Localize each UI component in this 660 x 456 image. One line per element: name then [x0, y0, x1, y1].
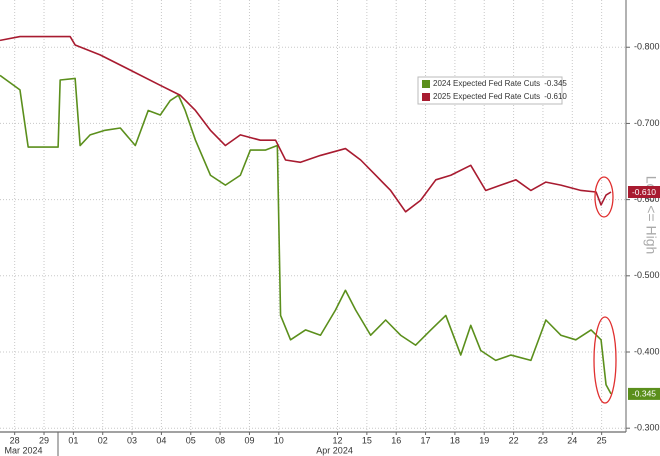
legend-label: 2024 Expected Fed Rate Cuts -0.345 — [433, 79, 567, 88]
x-tick-label: 25 — [597, 435, 607, 445]
legend-swatch — [422, 93, 430, 101]
x-tick-label: 29 — [39, 435, 49, 445]
x-tick-label: 03 — [127, 435, 137, 445]
x-tick-label: 09 — [244, 435, 254, 445]
x-group-label: Mar 2024 — [4, 445, 42, 455]
x-tick-label: 12 — [332, 435, 342, 445]
y-tick-label: -0.700 — [634, 118, 660, 128]
x-tick-label: 08 — [215, 435, 225, 445]
x-tick-label: 04 — [156, 435, 166, 445]
x-tick-label: 16 — [391, 435, 401, 445]
x-tick-label: 01 — [68, 435, 78, 445]
value-box — [628, 186, 660, 198]
highlight-circle — [593, 316, 617, 404]
value-label: -0.345 — [632, 389, 656, 399]
grid — [0, 0, 626, 432]
highlight-circle — [594, 176, 614, 218]
x-tick-label: 23 — [538, 435, 548, 445]
x-tick-label: 17 — [421, 435, 431, 445]
y-tick-label: -0.600 — [634, 194, 660, 204]
legend-box — [417, 76, 563, 105]
x-tick-label: 10 — [274, 435, 284, 445]
series-line — [0, 74, 612, 395]
x-tick-label: 22 — [509, 435, 519, 445]
x-tick-label: 19 — [479, 435, 489, 445]
plot — [0, 35, 612, 395]
x-group-label: Apr 2024 — [316, 445, 353, 455]
legend-value: -0.345 — [544, 79, 567, 88]
y-tick-label: -0.500 — [634, 270, 660, 280]
x-tick-label: 02 — [98, 435, 108, 445]
value-box — [628, 387, 660, 400]
x-tick-label: 15 — [362, 435, 372, 445]
legend-name: 2024 Expected Fed Rate Cuts — [433, 79, 540, 88]
x-tick-label: 28 — [10, 435, 20, 445]
y-tick-label: -0.800 — [634, 42, 660, 52]
y-tick-label: -0.400 — [634, 346, 660, 356]
value-label: -0.610 — [632, 187, 656, 197]
series-line — [0, 35, 612, 213]
legend-swatch — [422, 80, 430, 88]
legend: 2024 Expected Fed Rate Cuts -0.345 2025 Ex… — [417, 76, 567, 105]
legend-value: -0.610 — [544, 92, 567, 101]
x-tick-label: 05 — [186, 435, 196, 445]
legend-name: 2025 Expected Fed Rate Cuts — [433, 92, 540, 101]
legend-label: 2025 Expected Fed Rate Cuts -0.610 — [433, 92, 567, 101]
y-tick-label: -0.300 — [634, 423, 660, 433]
x-tick-label: 24 — [567, 435, 577, 445]
x-tick-label: 18 — [450, 435, 460, 445]
